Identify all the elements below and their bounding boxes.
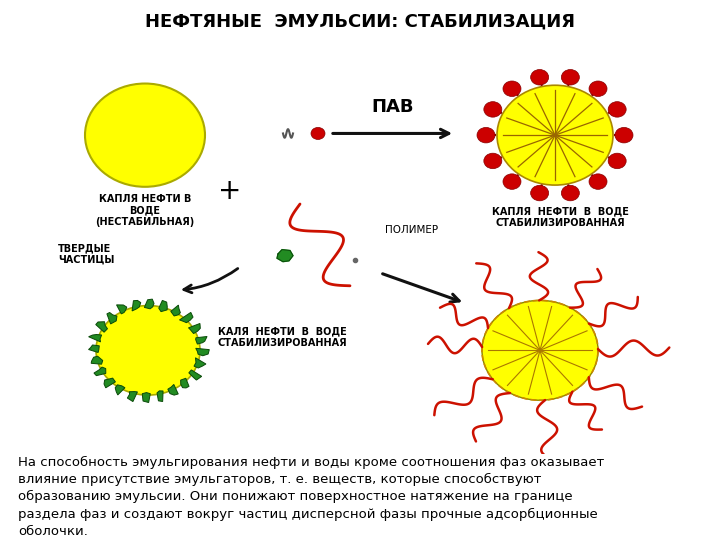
Polygon shape bbox=[115, 385, 125, 395]
Circle shape bbox=[562, 185, 580, 201]
Text: ТВЕРДЫЕ
ЧАСТИЦЫ: ТВЕРДЫЕ ЧАСТИЦЫ bbox=[58, 243, 114, 265]
Text: КАЛЯ  НЕФТИ  В  ВОДЕ
СТАБИЛИЗИРОВАННАЯ: КАЛЯ НЕФТИ В ВОДЕ СТАБИЛИЗИРОВАННАЯ bbox=[218, 327, 348, 348]
Circle shape bbox=[608, 102, 626, 117]
Circle shape bbox=[531, 70, 549, 85]
Circle shape bbox=[531, 185, 549, 201]
Polygon shape bbox=[143, 393, 150, 402]
Circle shape bbox=[85, 84, 205, 187]
Polygon shape bbox=[94, 367, 106, 376]
Polygon shape bbox=[189, 323, 200, 334]
Circle shape bbox=[589, 174, 607, 190]
Polygon shape bbox=[171, 305, 181, 316]
Polygon shape bbox=[196, 336, 207, 344]
Polygon shape bbox=[132, 300, 141, 311]
Polygon shape bbox=[168, 384, 179, 395]
Polygon shape bbox=[117, 305, 127, 314]
Circle shape bbox=[589, 81, 607, 97]
Text: ПАВ: ПАВ bbox=[372, 98, 414, 116]
Polygon shape bbox=[107, 313, 117, 324]
Polygon shape bbox=[179, 313, 193, 323]
Text: НЕФТЯНЫЕ  ЭМУЛЬСИИ: СТАБИЛИЗАЦИЯ: НЕФТЯНЫЕ ЭМУЛЬСИИ: СТАБИЛИЗАЦИЯ bbox=[145, 12, 575, 30]
Text: На способность эмульгирования нефти и воды кроме соотношения фаз оказывает
влиян: На способность эмульгирования нефти и во… bbox=[18, 456, 604, 537]
Circle shape bbox=[608, 153, 626, 168]
Circle shape bbox=[503, 174, 521, 190]
Text: +: + bbox=[218, 177, 242, 205]
Circle shape bbox=[615, 127, 633, 143]
Polygon shape bbox=[194, 358, 206, 368]
Circle shape bbox=[484, 153, 502, 168]
Circle shape bbox=[503, 81, 521, 97]
Polygon shape bbox=[104, 378, 115, 388]
Polygon shape bbox=[145, 299, 154, 309]
Circle shape bbox=[484, 102, 502, 117]
Polygon shape bbox=[89, 345, 99, 353]
Polygon shape bbox=[91, 356, 103, 364]
Text: КАПЛЯ  НЕФТИ  В  ВОДЕ
СТАБИЛИЗИРОВАННАЯ: КАПЛЯ НЕФТИ В ВОДЕ СТАБИЛИЗИРОВАННАЯ bbox=[492, 207, 629, 228]
Polygon shape bbox=[277, 249, 293, 262]
Circle shape bbox=[477, 127, 495, 143]
Circle shape bbox=[562, 70, 580, 85]
Polygon shape bbox=[157, 391, 163, 402]
Polygon shape bbox=[96, 322, 107, 332]
Polygon shape bbox=[159, 300, 167, 312]
Circle shape bbox=[482, 300, 598, 400]
Polygon shape bbox=[89, 334, 102, 342]
Text: ПОЛИМЕР: ПОЛИМЕР bbox=[385, 225, 438, 235]
Text: КАПЛЯ НЕФТИ В
ВОДЕ
(НЕСТАБИЛЬНАЯ): КАПЛЯ НЕФТИ В ВОДЕ (НЕСТАБИЛЬНАЯ) bbox=[95, 194, 194, 227]
Polygon shape bbox=[127, 392, 138, 402]
Polygon shape bbox=[189, 370, 202, 380]
Circle shape bbox=[497, 85, 613, 185]
Circle shape bbox=[311, 127, 325, 139]
Circle shape bbox=[96, 306, 200, 395]
Polygon shape bbox=[196, 348, 210, 356]
Polygon shape bbox=[181, 379, 189, 388]
